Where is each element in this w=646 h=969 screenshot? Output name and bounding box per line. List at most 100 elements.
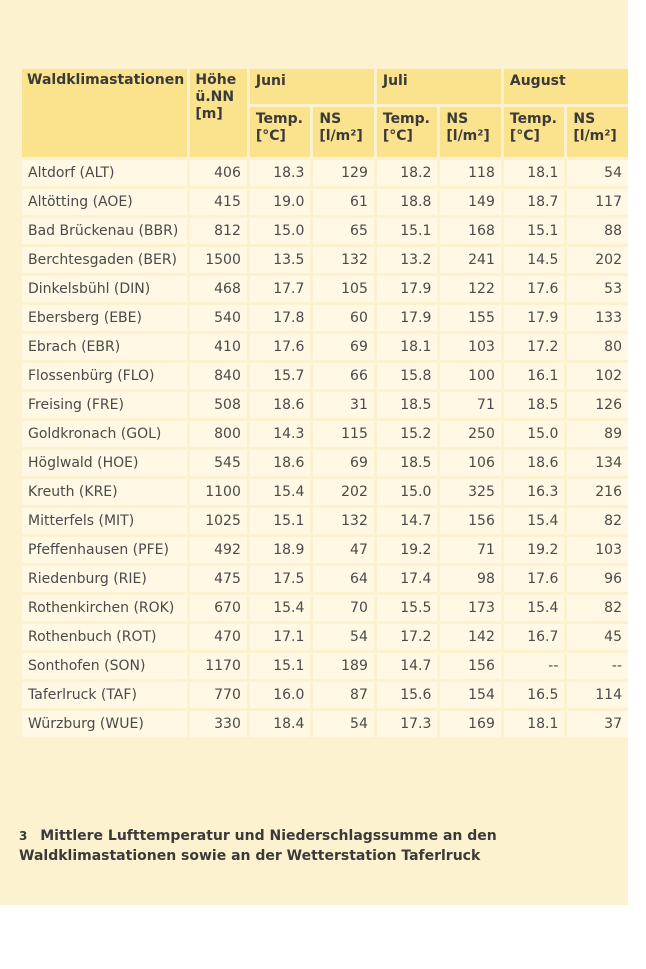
cell-station: Taferlruck (TAF) [22,682,188,708]
cell-aug-t: 18.1 [503,711,565,737]
cell-jun-ns: 66 [313,363,374,389]
cell-aug-ns: 89 [567,421,628,447]
cell-aug-t: 18.6 [503,450,565,476]
cell-station: Pfeffenhausen (PFE) [22,537,188,563]
cell-station: Ebersberg (EBE) [22,305,188,331]
cell-station: Mitterfels (MIT) [22,508,188,534]
cell-station: Sonthofen (SON) [22,653,188,679]
cell-jul-ns: 168 [440,218,501,244]
cell-jun-ns: 129 [313,160,374,186]
cell-jun-t: 15.1 [249,508,311,534]
cell-jun-ns: 189 [313,653,374,679]
cell-aug-ns: 126 [567,392,628,418]
cell-jun-ns: 132 [313,247,374,273]
table-row: Sonthofen (SON) 1170 15.1 189 14.7 156 -- -- [22,653,628,679]
cell-height: 1500 [190,247,247,273]
cell-jun-ns: 31 [313,392,374,418]
cell-station: Kreuth (KRE) [22,479,188,505]
cell-jun-ns: 47 [313,537,374,563]
table-row: Freising (FRE) 508 18.6 31 18.5 71 18.5 126 [22,392,628,418]
cell-station: Flossenbürg (FLO) [22,363,188,389]
cell-aug-t: 17.2 [503,334,565,360]
cell-aug-ns: 102 [567,363,628,389]
cell-jul-t: 15.2 [376,421,438,447]
cell-station: Würzburg (WUE) [22,711,188,737]
header-temp: Temp. [°C] [376,107,438,157]
cell-aug-ns: 134 [567,450,628,476]
cell-station: Altdorf (ALT) [22,160,188,186]
table-row: Flossenbürg (FLO) 840 15.7 66 15.8 100 16.1 102 [22,363,628,389]
header-month-july: Juli [376,69,501,104]
cell-height: 470 [190,624,247,650]
cell-jul-t: 17.3 [376,711,438,737]
cell-jun-t: 17.7 [249,276,311,302]
cell-jun-t: 13.5 [249,247,311,273]
cell-height: 800 [190,421,247,447]
cell-station: Bad Brückenau (BBR) [22,218,188,244]
cell-station: Dinkelsbühl (DIN) [22,276,188,302]
table-body: Altdorf (ALT) 406 18.3 129 18.2 118 18.1 54 Altö… [22,160,628,737]
cell-jul-t: 13.2 [376,247,438,273]
header-height: Höhe ü.NN [m] [190,69,247,157]
cell-jun-t: 19.0 [249,189,311,215]
cell-height: 508 [190,392,247,418]
cell-jul-t: 17.2 [376,624,438,650]
cell-aug-ns: 82 [567,508,628,534]
cell-aug-t: 19.2 [503,537,565,563]
table-row: Ebrach (EBR) 410 17.6 69 18.1 103 17.2 80 [22,334,628,360]
cell-jul-ns: 98 [440,566,501,592]
cell-jul-t: 15.0 [376,479,438,505]
table-row: Goldkronach (GOL) 800 14.3 115 15.2 250 15.0 89 [22,421,628,447]
cell-jul-ns: 142 [440,624,501,650]
cell-jun-ns: 69 [313,334,374,360]
cell-jun-ns: 115 [313,421,374,447]
cell-aug-ns: 88 [567,218,628,244]
cell-station: Berchtesgaden (BER) [22,247,188,273]
cell-height: 415 [190,189,247,215]
table-row: Dinkelsbühl (DIN) 468 17.7 105 17.9 122 17.6 53 [22,276,628,302]
cell-jun-ns: 70 [313,595,374,621]
cell-aug-t: 18.1 [503,160,565,186]
cell-height: 812 [190,218,247,244]
cell-jul-ns: 241 [440,247,501,273]
cell-jun-t: 17.6 [249,334,311,360]
cell-jul-ns: 122 [440,276,501,302]
cell-aug-ns: 37 [567,711,628,737]
cell-aug-t: 16.5 [503,682,565,708]
cell-jul-t: 17.9 [376,276,438,302]
cell-jul-ns: 154 [440,682,501,708]
cell-station: Riedenburg (RIE) [22,566,188,592]
cell-aug-ns: -- [567,653,628,679]
header-temp: Temp. [°C] [249,107,311,157]
cell-jul-ns: 71 [440,392,501,418]
cell-aug-t: 17.9 [503,305,565,331]
cell-jun-t: 17.1 [249,624,311,650]
cell-jul-ns: 149 [440,189,501,215]
cell-aug-ns: 216 [567,479,628,505]
cell-station: Ebrach (EBR) [22,334,188,360]
cell-height: 1025 [190,508,247,534]
cell-aug-ns: 133 [567,305,628,331]
cell-jun-t: 15.4 [249,595,311,621]
cell-jun-t: 18.6 [249,450,311,476]
cell-aug-t: 17.6 [503,566,565,592]
cell-jul-ns: 100 [440,363,501,389]
cell-height: 545 [190,450,247,476]
cell-jul-t: 15.6 [376,682,438,708]
cell-jul-ns: 71 [440,537,501,563]
cell-jun-ns: 87 [313,682,374,708]
cell-jul-t: 18.8 [376,189,438,215]
caption-number: 3 [19,829,28,843]
cell-aug-ns: 45 [567,624,628,650]
cell-station: Goldkronach (GOL) [22,421,188,447]
cell-jun-ns: 132 [313,508,374,534]
cell-jun-ns: 105 [313,276,374,302]
table-row: Mitterfels (MIT) 1025 15.1 132 14.7 156 15.4 82 [22,508,628,534]
climate-table: Waldklimastationen Höhe ü.NN [m] Juni Ju… [19,66,631,740]
cell-station: Rothenkirchen (ROK) [22,595,188,621]
cell-jul-t: 14.7 [376,508,438,534]
cell-jun-t: 15.1 [249,653,311,679]
cell-station: Höglwald (HOE) [22,450,188,476]
cell-aug-t: 18.7 [503,189,565,215]
cell-aug-t: 15.4 [503,595,565,621]
